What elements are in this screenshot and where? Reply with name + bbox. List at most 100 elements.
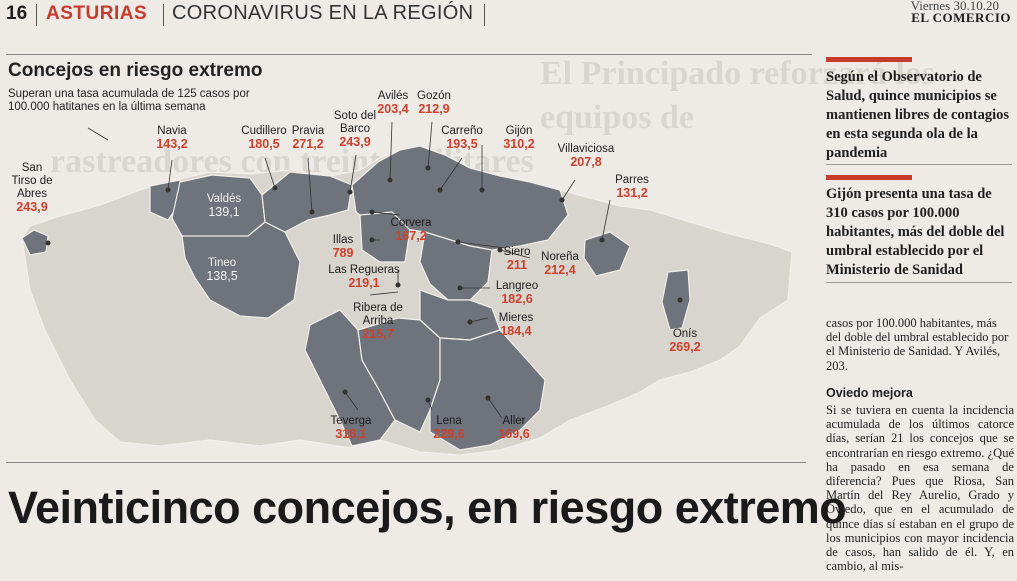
council-label: Parres 131,2: [615, 174, 649, 200]
council-label: Carreño 193,5: [441, 125, 483, 151]
sidebar-highlight: Según el Observatorio de Salud, quince m…: [826, 69, 1009, 161]
highlight-accent-bar: [826, 175, 912, 180]
sidebar-subheading: Oviedo mejora: [826, 386, 913, 400]
page-number: 16: [6, 3, 28, 24]
map-subtitle: Superan una tasa acumulada de 125 casos …: [8, 88, 250, 113]
council-name: Corvera: [390, 217, 432, 229]
council-value: 789: [332, 246, 354, 260]
council-name: Aller: [502, 415, 526, 427]
council-name: Gijón: [505, 125, 533, 137]
main-headline: Veinticinco concejos, en riesgo extremo: [8, 482, 847, 533]
header-divider: [484, 4, 485, 26]
label-leader-lines: [87, 121, 681, 419]
council-label: Cudillero 180,5: [241, 125, 286, 151]
header-divider: [163, 4, 164, 26]
sidebar-body-text: Si se tuviera en cuenta la incidencia ac…: [826, 403, 1014, 574]
council-label: Illas 789: [333, 234, 354, 260]
council-label: Gozón 212,9: [417, 90, 451, 116]
council-label: Valdés 139,1: [207, 193, 241, 219]
council-value: 212,4: [544, 263, 576, 277]
council-label: Corvera 167,2: [391, 217, 432, 243]
council-value: 269,2: [669, 340, 701, 354]
council-label: Villaviciosa 207,8: [558, 143, 615, 169]
council-label: Aller 169,6: [498, 415, 529, 441]
council-name: Carreño: [441, 125, 483, 137]
council-value: 243,9: [16, 200, 48, 214]
council-name: Soto del Barco: [333, 110, 377, 135]
council-label: Ribera de Arriba 215,7: [352, 302, 404, 341]
label-leader-dots: [45, 165, 683, 403]
council-value: 182,6: [501, 292, 533, 306]
council-label: Tineo 138,5: [206, 257, 237, 283]
council-name: Parres: [615, 174, 649, 186]
council-label: Mieres 184,4: [499, 312, 534, 338]
extreme-zone-east: [583, 231, 631, 277]
sidebar-divider: [826, 282, 1012, 283]
council-value: 243,9: [339, 135, 371, 149]
council-name: Navia: [157, 125, 187, 137]
council-label: Teverga 318,1: [331, 415, 372, 441]
council-value: 203,4: [377, 102, 409, 116]
council-label: Onís 269,2: [669, 328, 700, 354]
council-label: Soto del Barco 243,9: [330, 110, 380, 149]
council-value: 271,2: [292, 137, 324, 151]
asturias-map: [21, 121, 793, 456]
top-rule: [6, 54, 812, 55]
council-value: 184,4: [500, 324, 532, 338]
council-name: Avilés: [377, 90, 409, 102]
council-name: Pravia: [291, 125, 325, 137]
council-name: Lena: [436, 415, 462, 427]
council-name: Las Regueras: [328, 264, 400, 276]
council-label: Langreo 182,6: [496, 280, 538, 306]
council-name: Mieres: [498, 312, 534, 324]
headline-rule: [6, 462, 806, 463]
council-name: Villaviciosa: [557, 143, 615, 155]
council-label: Siero 211: [504, 246, 531, 272]
council-value: 167,2: [395, 229, 427, 243]
extreme-zone-east: [661, 269, 691, 331]
council-label: Las Regueras 219,1: [328, 264, 400, 290]
council-value: 207,8: [570, 155, 602, 169]
council-name: Onís: [672, 328, 698, 340]
extreme-zone-central: [261, 171, 353, 233]
highlight-accent-bar: [826, 57, 912, 62]
sidebar-highlight: Gijón presenta una tasa de 310 casos por…: [826, 186, 1005, 278]
council-value: 138,5: [206, 269, 238, 283]
extreme-zone-central: [359, 211, 411, 263]
council-value: 193,5: [446, 137, 478, 151]
council-label: Avilés 203,4: [377, 90, 408, 116]
council-value: 215,7: [362, 327, 394, 341]
council-name: Noreña: [541, 251, 579, 263]
council-name: San Tirso de Abres: [11, 162, 53, 200]
council-name: Gozón: [417, 90, 451, 102]
council-name: Ribera de Arriba: [353, 302, 403, 327]
council-value: 212,9: [418, 102, 450, 116]
council-value: 229,6: [433, 427, 465, 441]
council-label: Noreña 212,4: [541, 251, 579, 277]
council-value: 318,1: [335, 427, 367, 441]
sidebar-body-text: casos por 100.000 habitantes, más del do…: [826, 316, 1009, 373]
council-name: Teverga: [330, 415, 372, 427]
council-name: Siero: [503, 246, 531, 258]
extreme-zone-south: [304, 309, 396, 447]
council-label: Pravia 271,2: [292, 125, 325, 151]
council-name: Cudillero: [241, 125, 287, 137]
council-label: Lena 229,6: [433, 415, 464, 441]
section-label: ASTURIAS: [46, 3, 148, 24]
council-value: 169,6: [498, 427, 530, 441]
sidebar-divider: [826, 164, 1012, 165]
council-label: Gijón 310,2: [503, 125, 534, 151]
subsection-label: CORONAVIRUS EN LA REGIÓN: [172, 2, 474, 24]
council-value: 219,1: [348, 276, 380, 290]
council-value: 180,5: [248, 137, 280, 151]
council-value: 131,2: [616, 186, 648, 200]
council-value: 310,2: [503, 137, 535, 151]
council-value: 211: [506, 258, 528, 272]
council-value: 139,1: [208, 205, 240, 219]
map-title: Concejos en riesgo extremo: [8, 60, 263, 81]
council-name: Valdés: [206, 193, 242, 205]
header-divider: [36, 4, 37, 26]
council-label: Navia 143,2: [156, 125, 187, 151]
newspaper-name: EL COMERCIO: [911, 10, 1011, 25]
extreme-zone-west: [181, 221, 301, 319]
